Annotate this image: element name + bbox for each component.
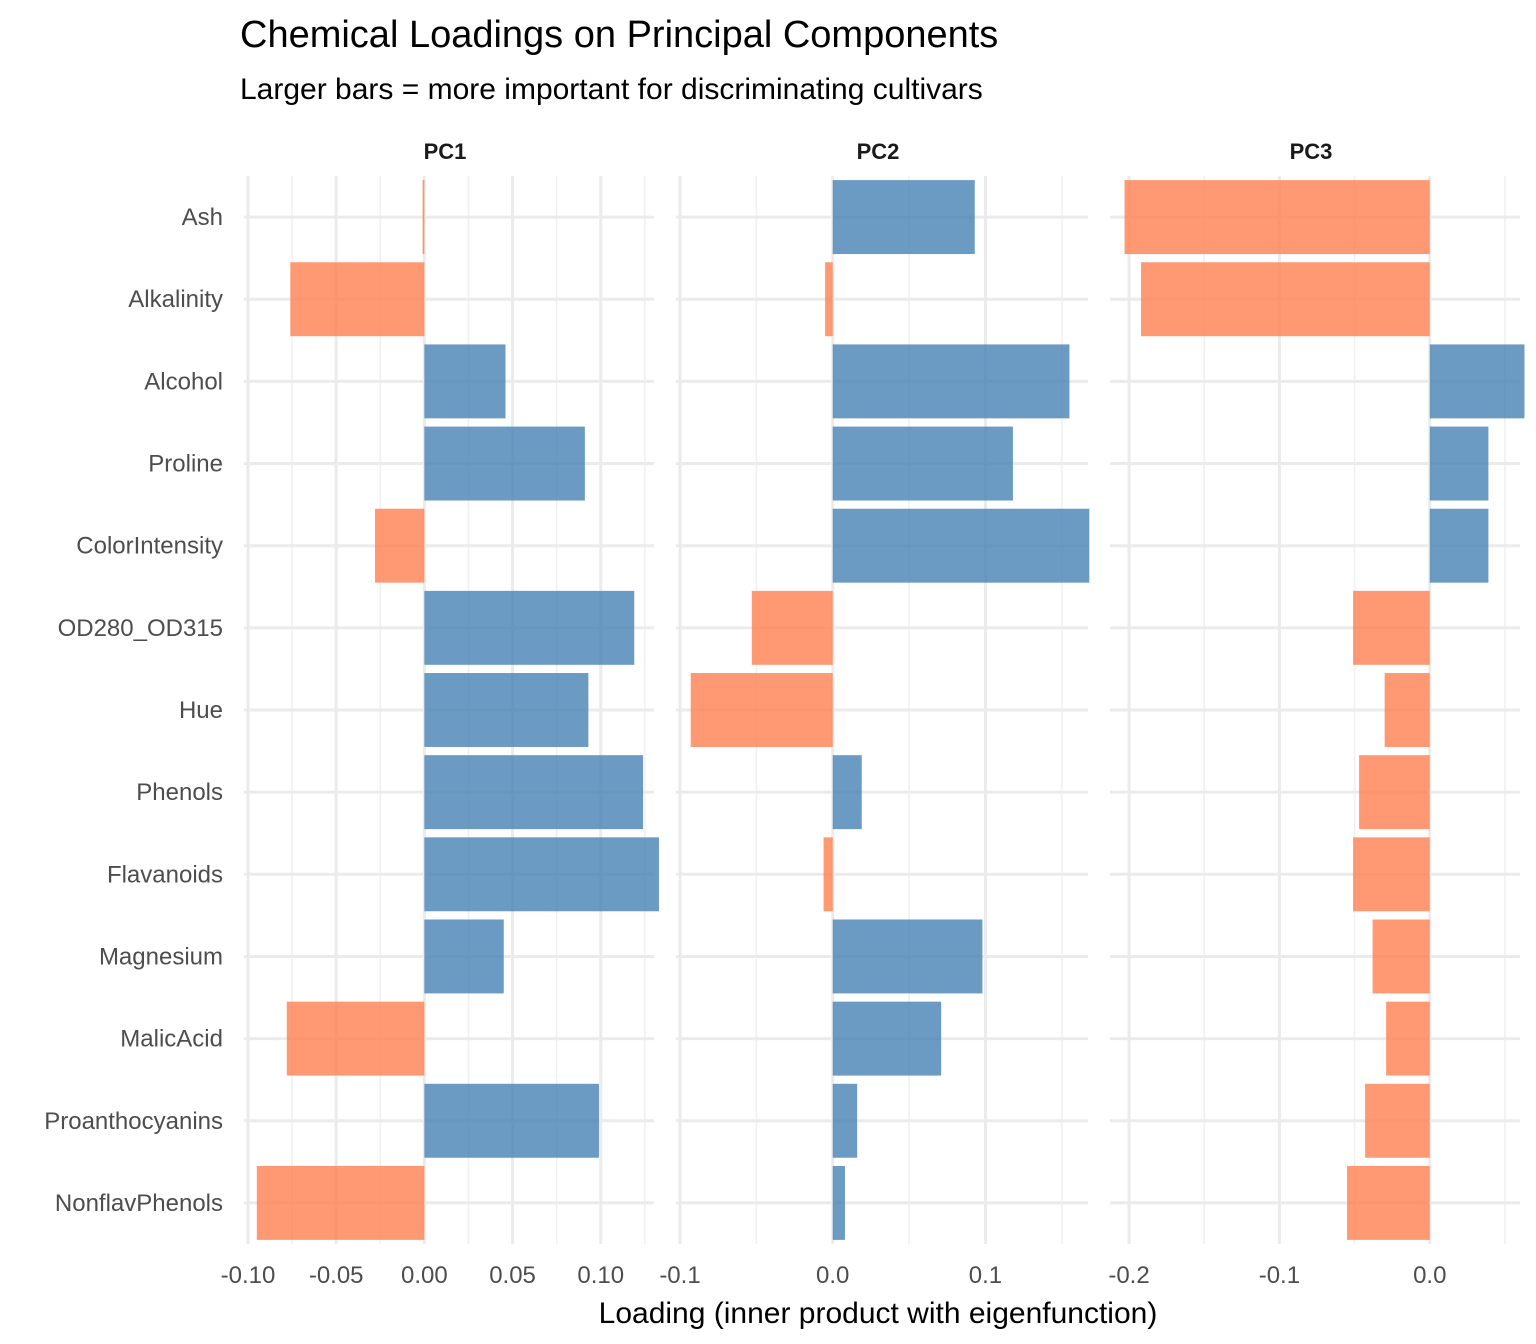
bar-pc2-alcohol: [832, 344, 1070, 419]
bar-pc2-flavanoids: [823, 837, 833, 912]
y-tick-label: Alkalinity: [128, 286, 223, 313]
x-tick-label: -0.1: [659, 1262, 700, 1289]
bar-pc3-nonflavphenols: [1347, 1165, 1430, 1240]
bar-pc3-malicacid: [1386, 1001, 1430, 1076]
y-tick-label: NonflavPhenols: [55, 1190, 223, 1217]
bar-pc2-phenols: [832, 755, 862, 830]
bar-pc1-proline: [424, 426, 585, 501]
y-tick-label: Hue: [179, 697, 223, 724]
bar-pc3-magnesium: [1372, 919, 1430, 994]
y-tick-label: Flavanoids: [107, 861, 223, 888]
x-tick-label: 0.0: [816, 1262, 849, 1289]
bar-pc2-malicacid: [832, 1001, 942, 1076]
bar-pc2-hue: [690, 673, 833, 747]
bar-pc3-alcohol: [1429, 344, 1525, 419]
y-tick-label: Proline: [148, 451, 223, 478]
bar-pc2-od280_od315: [751, 590, 833, 665]
bar-pc3-hue: [1384, 673, 1430, 747]
bar-pc2-proline: [832, 426, 1013, 501]
bar-pc2-alkalinity: [825, 262, 833, 337]
x-tick-label: 0.0: [1413, 1262, 1446, 1289]
y-tick-label: ColorIntensity: [76, 533, 223, 560]
y-axis-labels: Ash Alkalinity Alcohol Proline ColorIntensit…: [44, 204, 223, 1217]
x-axis-title: Loading (inner product with eigenfunctio…: [599, 1297, 1158, 1330]
x-tick-label: -0.1: [1259, 1262, 1300, 1289]
x-tick-label: 0.05: [489, 1262, 536, 1289]
bar-pc3-phenols: [1359, 755, 1430, 830]
bar-pc2-proanthocyanins: [832, 1083, 858, 1158]
facet-label-pc3: PC3: [1290, 139, 1333, 164]
bar-pc1-ash: [422, 180, 425, 255]
bar-pc3-ash: [1124, 180, 1430, 255]
bar-pc1-hue: [424, 673, 589, 747]
chart-subtitle: Larger bars = more important for discrim…: [240, 73, 983, 106]
bar-pc1-malicacid: [286, 1001, 425, 1076]
y-tick-label: Proanthocyanins: [44, 1108, 223, 1135]
y-tick-label: Magnesium: [99, 943, 223, 970]
y-tick-label: Alcohol: [144, 368, 223, 395]
bar-pc2-colorintensity: [832, 508, 1090, 583]
bar-pc3-colorintensity: [1429, 508, 1489, 583]
bar-pc1-magnesium: [424, 919, 504, 994]
bar-pc3-proline: [1429, 426, 1489, 501]
bar-pc2-nonflavphenols: [832, 1165, 845, 1240]
facet-label-pc1: PC1: [424, 139, 467, 164]
bar-pc3-proanthocyanins: [1365, 1083, 1430, 1158]
bar-pc3-flavanoids: [1353, 837, 1430, 912]
bar-pc1-alcohol: [424, 344, 506, 419]
bar-pc1-phenols: [424, 755, 644, 830]
x-tick-label: -0.10: [221, 1262, 276, 1289]
bar-pc2-ash: [832, 180, 975, 255]
panel-pc3: PC3 -0.2 -0.1 0.0: [1108, 139, 1525, 1289]
x-tick-label: 0.00: [401, 1262, 448, 1289]
bar-pc3-alkalinity: [1141, 262, 1430, 337]
bar-pc1-colorintensity: [374, 508, 425, 583]
facet-label-pc2: PC2: [857, 139, 900, 164]
y-tick-label: OD280_OD315: [58, 615, 223, 642]
bar-pc1-nonflavphenols: [256, 1165, 425, 1240]
panel-pc1: PC1 -0.10 -0.05 0.00 0.05 0.10: [221, 139, 659, 1289]
bar-pc1-alkalinity: [290, 262, 425, 337]
x-tick-label: 0.1: [969, 1262, 1002, 1289]
x-tick-label: 0.10: [577, 1262, 624, 1289]
bar-pc3-od280_od315: [1353, 590, 1430, 665]
x-tick-label: -0.05: [309, 1262, 364, 1289]
bar-pc1-flavanoids: [424, 837, 659, 912]
y-tick-label: Phenols: [136, 779, 223, 806]
y-tick-label: MalicAcid: [120, 1026, 223, 1053]
bar-pc2-magnesium: [832, 919, 983, 994]
y-tick-label: Ash: [182, 204, 223, 231]
bar-pc1-od280_od315: [424, 590, 635, 665]
chart-title: Chemical Loadings on Principal Component…: [240, 14, 998, 56]
bar-pc1-proanthocyanins: [424, 1083, 599, 1158]
x-tick-label: -0.2: [1108, 1262, 1149, 1289]
panel-pc2: PC2 -0.1 0.0 0.1: [659, 139, 1090, 1289]
